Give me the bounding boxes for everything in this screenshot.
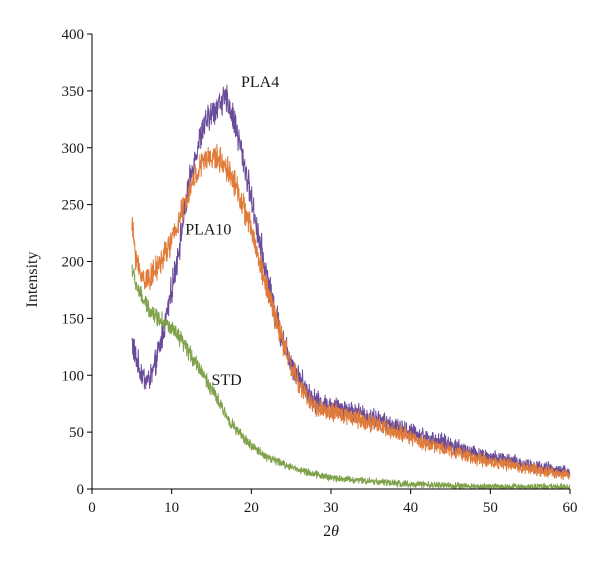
y-tick-label: 350: [62, 84, 85, 100]
x-tick-label: 20: [244, 500, 259, 516]
series-line-pla10: [131, 143, 571, 480]
series-labels: PLA4 PLA10 STD: [185, 74, 279, 389]
y-tick-label: 0: [77, 482, 85, 498]
y-tick-label: 100: [62, 368, 85, 384]
x-tick-label: 10: [164, 500, 179, 516]
y-axis-title: Intensity: [24, 252, 41, 308]
y-tick-label: 200: [62, 255, 85, 271]
y-tick-label: 300: [62, 141, 85, 157]
y-tick-label: 250: [62, 198, 85, 214]
series-label-pla10: PLA10: [185, 222, 231, 239]
x-tick-label: 50: [483, 500, 498, 516]
plot-area: [131, 84, 571, 490]
series-line-std: [131, 264, 571, 490]
x-tick-label: 40: [403, 500, 418, 516]
series-label-pla4: PLA4: [241, 74, 279, 91]
y-axis-ticks: 0 50 100 150 200 250 300 350 400: [62, 27, 92, 498]
x-axis-ticks: 0 10 20 30 40 50 60: [88, 489, 578, 516]
y-tick-label: 400: [62, 27, 85, 43]
series-label-std: STD: [212, 372, 242, 389]
x-tick-label: 30: [324, 500, 339, 516]
x-tick-label: 0: [88, 500, 96, 516]
x-axis-title: 2θ: [323, 523, 339, 540]
x-tick-label: 60: [563, 500, 578, 516]
y-tick-label: 50: [69, 425, 84, 441]
y-tick-label: 150: [62, 311, 85, 327]
